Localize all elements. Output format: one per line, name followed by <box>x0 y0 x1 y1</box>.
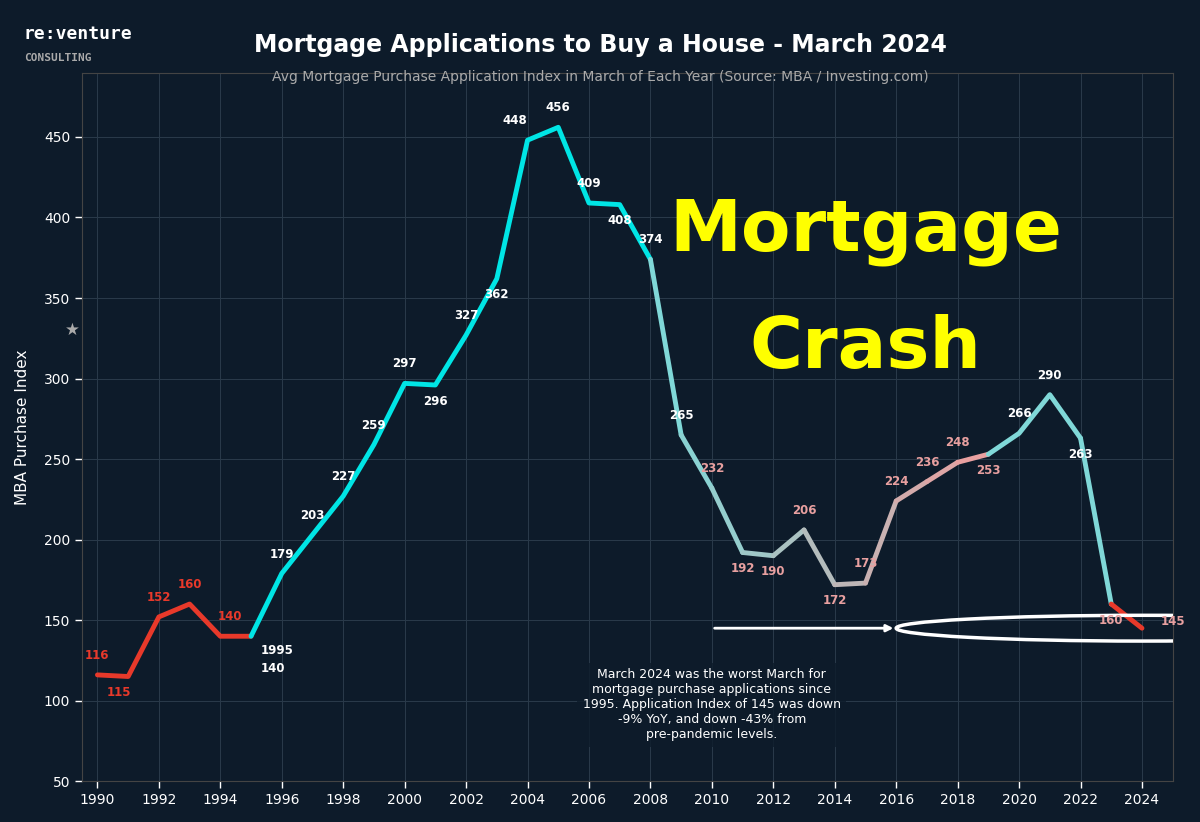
Text: 173: 173 <box>853 557 877 570</box>
Text: 116: 116 <box>85 649 109 662</box>
Text: March 2024 was the worst March for
mortgage purchase applications since
1995. Ap: March 2024 was the worst March for mortg… <box>583 668 841 741</box>
Text: 172: 172 <box>822 594 847 607</box>
Text: 248: 248 <box>946 436 970 450</box>
Text: 179: 179 <box>270 547 294 561</box>
Text: 152: 152 <box>146 591 172 604</box>
Text: 297: 297 <box>392 358 416 371</box>
Text: 266: 266 <box>1007 408 1031 420</box>
Text: 456: 456 <box>546 101 571 114</box>
Text: 296: 296 <box>424 395 448 408</box>
Text: Mortgage Applications to Buy a House - March 2024: Mortgage Applications to Buy a House - M… <box>253 33 947 57</box>
Text: Crash: Crash <box>750 314 982 383</box>
Text: 192: 192 <box>731 562 755 575</box>
Text: 265: 265 <box>668 409 694 422</box>
Text: 232: 232 <box>700 462 724 475</box>
Text: 448: 448 <box>503 114 528 127</box>
Text: 160: 160 <box>1099 613 1123 626</box>
Text: 160: 160 <box>178 578 202 591</box>
Text: 206: 206 <box>792 504 816 517</box>
Text: 263: 263 <box>1068 448 1093 460</box>
Text: CONSULTING: CONSULTING <box>24 53 91 63</box>
Text: 140: 140 <box>217 611 241 623</box>
Text: 362: 362 <box>485 289 509 301</box>
Text: 224: 224 <box>884 475 908 488</box>
Text: 190: 190 <box>761 566 786 578</box>
Text: 203: 203 <box>300 509 325 522</box>
Text: 145: 145 <box>1160 615 1186 628</box>
Text: 1995: 1995 <box>260 644 293 658</box>
Text: 327: 327 <box>454 309 479 322</box>
Text: 408: 408 <box>607 215 632 227</box>
Text: Avg Mortgage Purchase Application Index in March of Each Year (Source: MBA / Inv: Avg Mortgage Purchase Application Index … <box>271 70 929 84</box>
Text: 253: 253 <box>976 464 1001 477</box>
Text: 409: 409 <box>577 177 601 190</box>
Text: 140: 140 <box>260 662 284 675</box>
Text: 236: 236 <box>914 455 940 469</box>
Y-axis label: MBA Purchase Index: MBA Purchase Index <box>14 349 30 505</box>
Text: 227: 227 <box>331 470 355 483</box>
Text: re:venture: re:venture <box>24 25 133 43</box>
Text: 374: 374 <box>638 233 662 247</box>
Text: 290: 290 <box>1038 369 1062 381</box>
Text: ★: ★ <box>66 321 80 339</box>
Text: Mortgage: Mortgage <box>670 196 1062 266</box>
Text: 259: 259 <box>361 418 386 432</box>
Text: 115: 115 <box>107 686 131 699</box>
